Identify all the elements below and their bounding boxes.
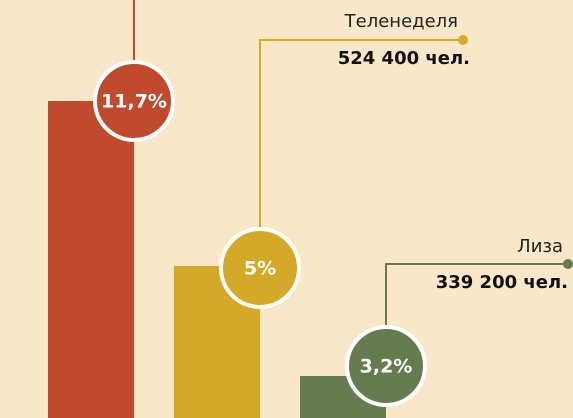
- percent-label: 3,2%: [360, 356, 413, 378]
- publication-name: Теленеделя: [344, 11, 458, 32]
- bar: [48, 101, 134, 418]
- callout-dot: [458, 35, 468, 45]
- badge: [219, 227, 301, 309]
- callout-dot: [563, 259, 573, 269]
- callout-line: [385, 263, 568, 328]
- badge: [345, 325, 427, 407]
- badge: [93, 60, 175, 142]
- publication-name: Лиза: [517, 236, 563, 257]
- callout-line: [259, 39, 463, 228]
- percent-label: 5%: [244, 258, 276, 280]
- audience: 524 400 чел.: [338, 48, 470, 69]
- percent-label: 11,7%: [101, 91, 167, 113]
- audience: 339 200 чел.: [436, 272, 568, 293]
